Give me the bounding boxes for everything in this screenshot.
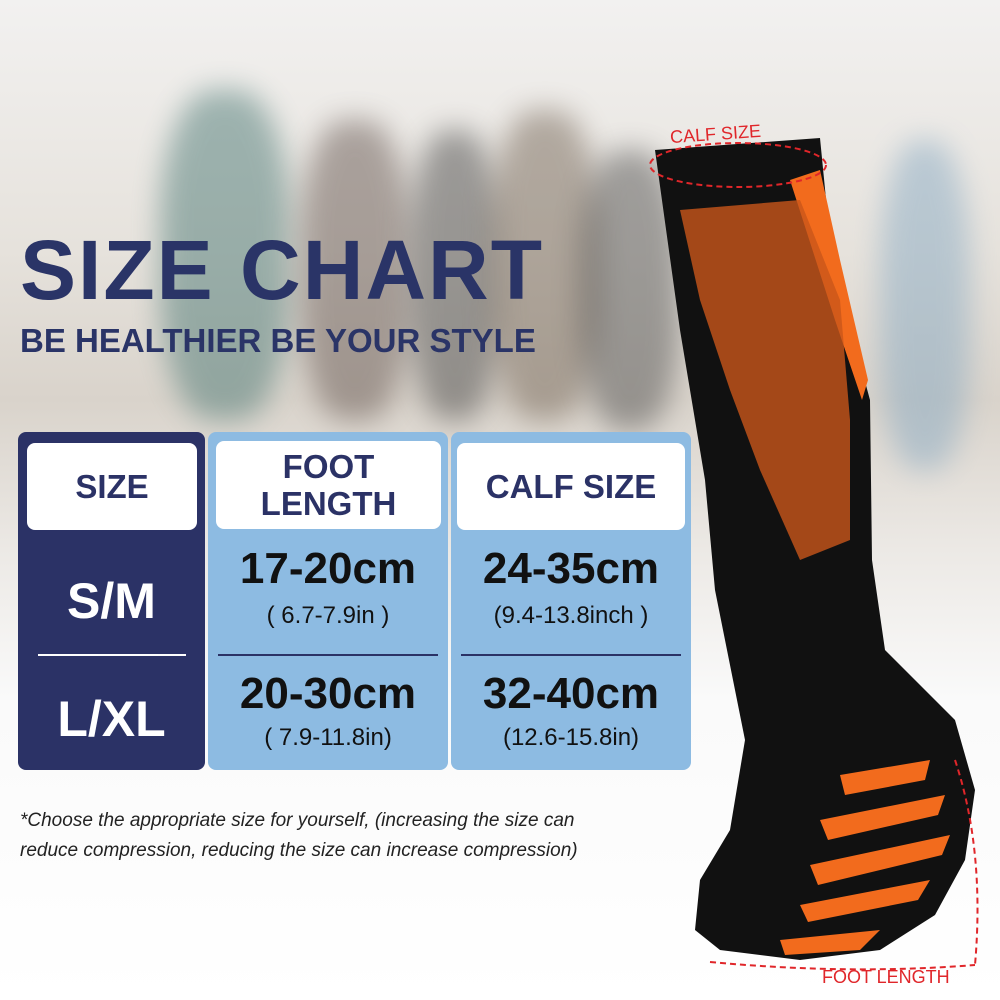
- calf-in-lxl: (12.6-15.8in): [502, 724, 640, 751]
- foot-cm-sm: 17-20cm: [239, 544, 417, 593]
- calf-cm-lxl: 32-40cm: [482, 669, 660, 718]
- row-divider: [461, 654, 681, 656]
- size-sm: S/M: [67, 573, 156, 629]
- note-line-2: reduce compression, reducing the size ca…: [20, 840, 578, 861]
- foot-measure-line: [709, 961, 976, 971]
- header-size: SIZE: [27, 443, 197, 530]
- calf-cm-sm: 24-35cm: [482, 544, 660, 593]
- size-note: *Choose the appropriate size for yoursel…: [20, 806, 578, 866]
- foot-in-lxl: ( 7.9-11.8in): [264, 724, 392, 751]
- header-foot-length-text: FOOT LENGTH: [260, 448, 397, 522]
- foot-length-column: FOOT LENGTH 17-20cm ( 6.7-7.9in ) 20-30c…: [208, 432, 448, 770]
- foot-length-label: FOOT LENGTH: [822, 967, 950, 987]
- calf-size-column: CALF SIZE 24-35cm (9.4-13.8inch ) 32-40c…: [451, 432, 691, 770]
- foot-in-sm: ( 6.7-7.9in ): [266, 602, 390, 629]
- page-title: SIZE CHART: [20, 223, 544, 317]
- foot-cm-lxl: 20-30cm: [239, 669, 417, 718]
- header-foot-length: FOOT LENGTH: [216, 441, 441, 529]
- header-calf-size: CALF SIZE: [457, 443, 685, 530]
- size-lxl: L/XL: [57, 691, 166, 747]
- size-column: SIZE S/M L/XL: [18, 432, 205, 770]
- row-divider: [38, 654, 186, 656]
- calf-measure-line: [649, 142, 827, 188]
- row-divider: [218, 654, 438, 656]
- calf-in-sm: (9.4-13.8inch ): [493, 602, 649, 629]
- note-line-1: *Choose the appropriate size for yoursel…: [20, 810, 575, 831]
- subtitle: BE HEALTHIER BE YOUR STYLE: [20, 322, 536, 359]
